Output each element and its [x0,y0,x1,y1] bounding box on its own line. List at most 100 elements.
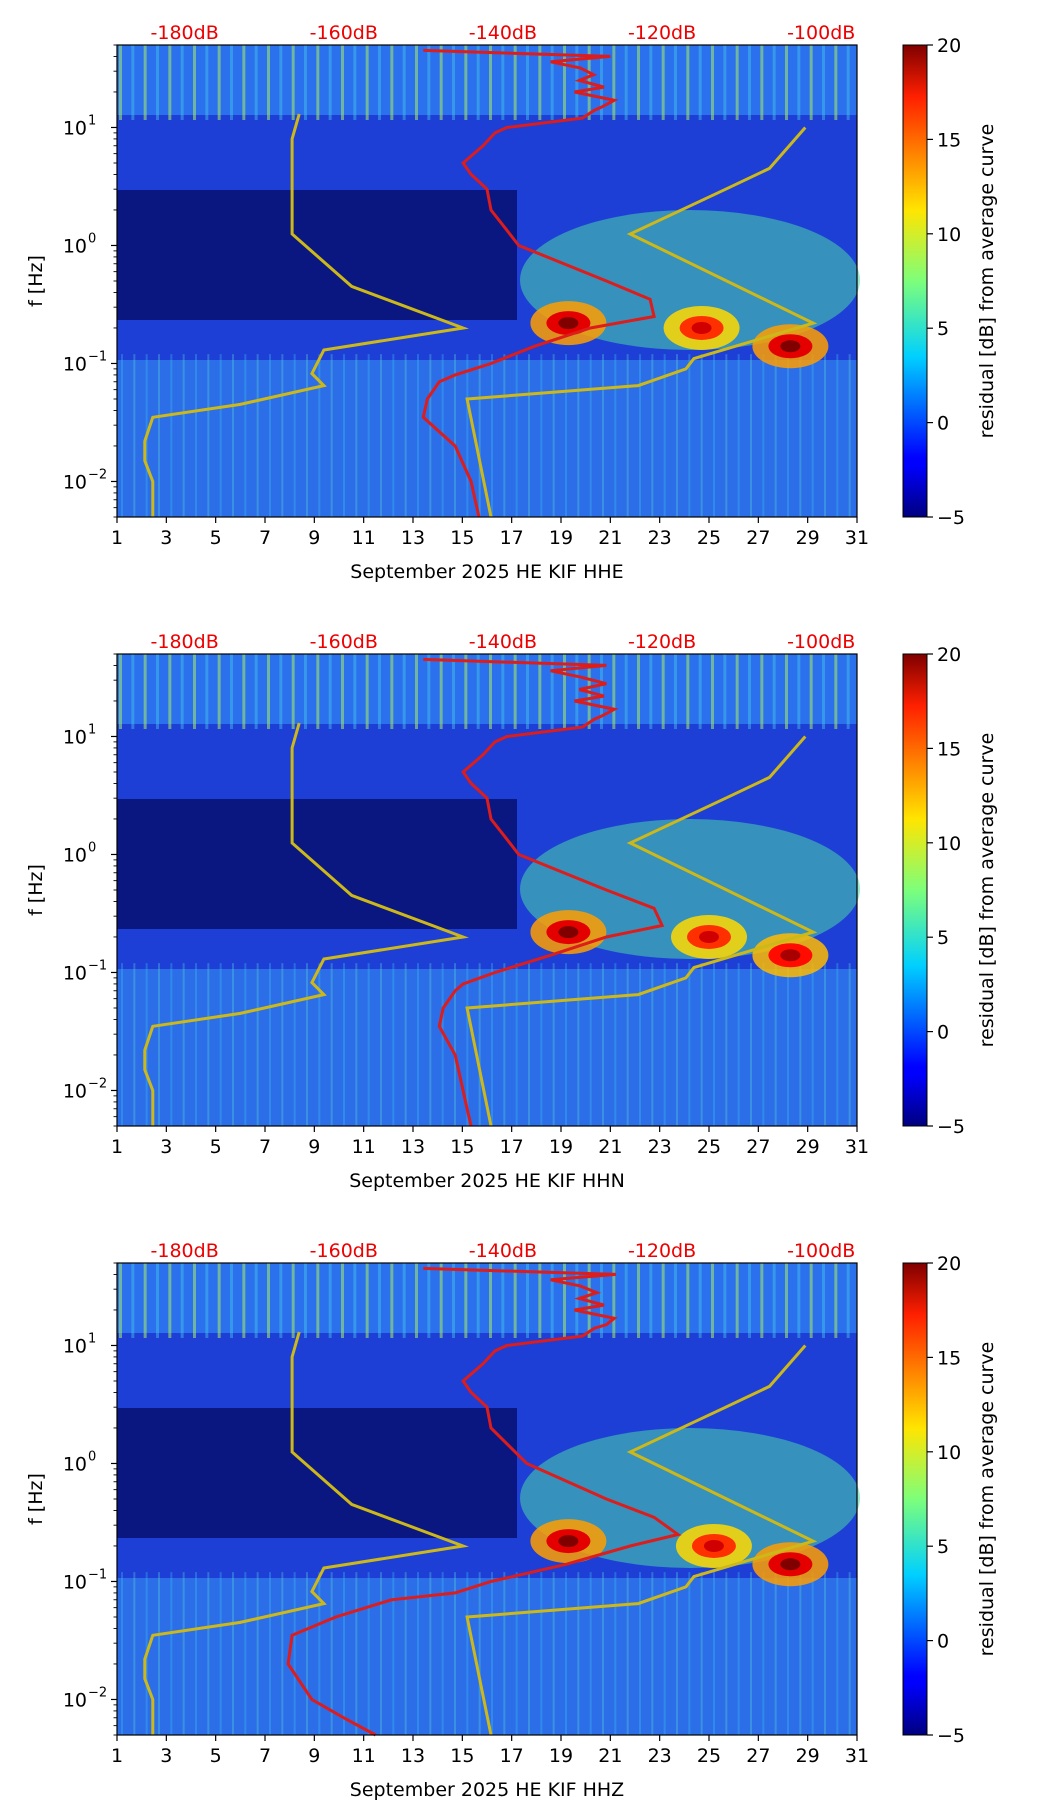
day-stripe-low [219,354,222,517]
day-stripe-low [392,354,395,517]
hotspot-peak [558,1535,579,1548]
day-stripe-low [182,1572,185,1735]
day-stripe-low [318,1572,321,1735]
day-stripe [378,1263,381,1338]
colorbar-tick-label: 20 [937,644,961,666]
day-stripe [538,654,542,729]
day-stripe [735,45,739,120]
day-stripe [772,1263,776,1338]
x-tick-label: 25 [697,1136,721,1158]
day-stripe [353,45,357,120]
day-stripe [242,654,246,729]
colorbar-tick-label: 15 [937,1347,961,1369]
day-stripe [489,1263,492,1338]
day-stripe-low [392,963,395,1126]
day-stripe-low [688,963,691,1126]
day-stripe [439,1263,443,1338]
y-tick-label: 10 [63,235,87,257]
day-stripe-low [367,1572,370,1735]
day-stripe [279,654,283,729]
day-stripe-low [429,1572,432,1735]
colorbar-tick-label: 10 [937,1442,961,1464]
day-stripe-low [700,354,703,517]
day-stripe [267,654,270,729]
colorbar-label: residual [dB] from average curve [976,124,998,439]
day-stripe [131,1263,135,1338]
day-stripe-low [626,963,629,1126]
db-label: -140dB [469,1240,537,1262]
day-stripe [316,1263,320,1338]
day-stripe [390,1263,394,1338]
day-stripe [538,1263,542,1338]
day-stripe [834,1263,838,1338]
day-stripe-low [589,963,592,1126]
x-tick-label: 17 [500,1136,524,1158]
day-stripe-low [454,963,456,1126]
day-stripe-low [318,354,321,517]
day-stripe-low [232,963,234,1126]
day-stripe [760,654,764,729]
day-stripe [291,1263,295,1338]
day-stripe [217,45,221,120]
day-stripe-low [589,1572,592,1735]
day-stripe [550,1263,554,1338]
spectrogram-panel-hhe: 1 3 5 7 9 11 13 15 17 19 21 23 25 27 29 31 10 1 10 0 10 −1 10… [0,0,1052,602]
day-stripe [254,654,258,729]
x-axis-label: September 2025 HE KIF HHN [349,1170,625,1192]
hotspot-layer [530,1519,829,1587]
y-tick-label: 10 [63,353,87,375]
day-stripe-low [528,963,530,1126]
day-stripe-low [762,963,765,1126]
day-stripe [563,654,566,729]
day-stripe [563,45,566,120]
day-stripe [501,45,505,120]
day-stripe-low [515,1572,518,1735]
low-noise-model-curve [143,113,469,517]
day-stripe [291,45,295,120]
x-tick-label: 27 [746,1745,770,1767]
day-stripe [143,45,147,120]
day-stripe-low [626,1572,629,1735]
day-stripe-low [503,354,506,517]
day-stripe-low [219,963,222,1126]
day-stripe [550,654,554,729]
day-stripe [785,1263,788,1338]
day-stripe-low [589,354,592,517]
day-stripe [402,654,406,729]
day-stripe [476,45,480,120]
day-stripe [205,654,209,729]
x-tick-label: 1 [111,1136,123,1158]
day-stripe-low [811,963,814,1126]
day-stripe [156,654,159,729]
day-stripe-low [700,1572,703,1735]
x-tick-label: 3 [160,1136,172,1158]
day-stripe-low [515,354,518,517]
day-stripe [513,1263,517,1338]
day-stripe-low [170,1572,173,1735]
day-stripe-low [121,963,123,1126]
day-stripe [538,45,542,120]
day-stripe-low [466,1572,469,1735]
day-stripe [649,45,653,120]
day-stripe-low [343,354,345,517]
db-label: -140dB [469,22,537,44]
day-stripe [193,1263,196,1338]
median-psd-curve [286,1266,682,1737]
day-stripe [624,45,628,120]
day-stripe [624,1263,628,1338]
day-stripe-low [787,1572,789,1735]
day-stripe-low [121,1572,123,1735]
day-stripe [156,1263,159,1338]
x-axis-label: September 2025 HE KIF HHZ [350,1779,624,1801]
day-stripe-low [639,963,641,1126]
x-tick-label: 25 [697,527,721,549]
day-stripe [328,45,332,120]
day-stripe-low [651,963,654,1126]
day-stripe-low [577,963,580,1126]
y-axis-label: f [Hz] [25,864,47,916]
y-tick-label: 10 [63,962,87,984]
x-axis-ticks: 1 3 5 7 9 11 13 15 17 19 21 23 25 27 29 31 [111,1735,869,1767]
day-stripe [575,654,579,729]
y-tick-exponent: 1 [88,722,96,737]
colorbar-label: residual [dB] from average curve [976,733,998,1048]
